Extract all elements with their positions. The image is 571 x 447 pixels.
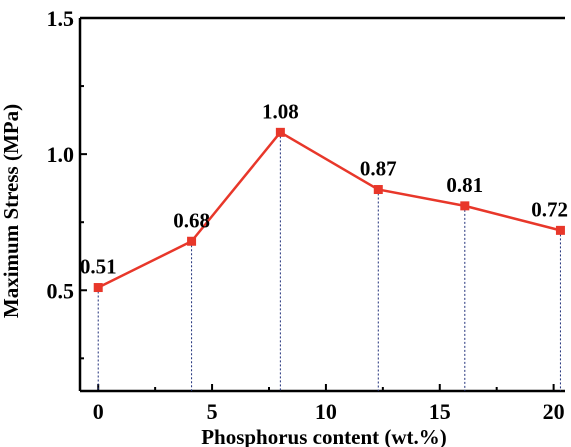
data-labels: 0.51 0.68 1.08 0.87 0.81 0.72 xyxy=(80,99,568,278)
x-axis-title: Phosphorus content (wt.%) xyxy=(201,425,447,447)
axes: 0 5 10 15 20 0.5 1.0 1.5 xyxy=(47,6,565,424)
drop-lines xyxy=(97,132,561,391)
series xyxy=(93,127,565,293)
series-line xyxy=(97,131,561,289)
x-tick-label: 5 xyxy=(207,399,218,424)
y-tick-label: 1.0 xyxy=(47,142,75,167)
x-tick-label: 10 xyxy=(315,399,337,424)
y-tick-label: 1.5 xyxy=(47,6,75,31)
data-label: 0.68 xyxy=(173,208,210,232)
y-axis-title: Maximum Stress (MPa) xyxy=(0,104,23,318)
data-label: 1.08 xyxy=(262,99,299,123)
x-tick-label: 20 xyxy=(543,399,565,424)
data-point xyxy=(373,185,383,195)
data-label: 0.72 xyxy=(531,197,568,221)
data-point xyxy=(555,225,565,235)
data-point xyxy=(93,283,103,293)
x-tick-label: 15 xyxy=(429,399,451,424)
y-tick-label: 0.5 xyxy=(47,278,75,303)
data-point xyxy=(460,201,470,211)
data-point xyxy=(275,127,285,137)
data-label: 0.87 xyxy=(360,157,397,181)
data-label: 0.81 xyxy=(446,173,483,197)
x-tick-label: 0 xyxy=(93,399,104,424)
data-point xyxy=(187,236,197,246)
data-label: 0.51 xyxy=(80,255,117,279)
